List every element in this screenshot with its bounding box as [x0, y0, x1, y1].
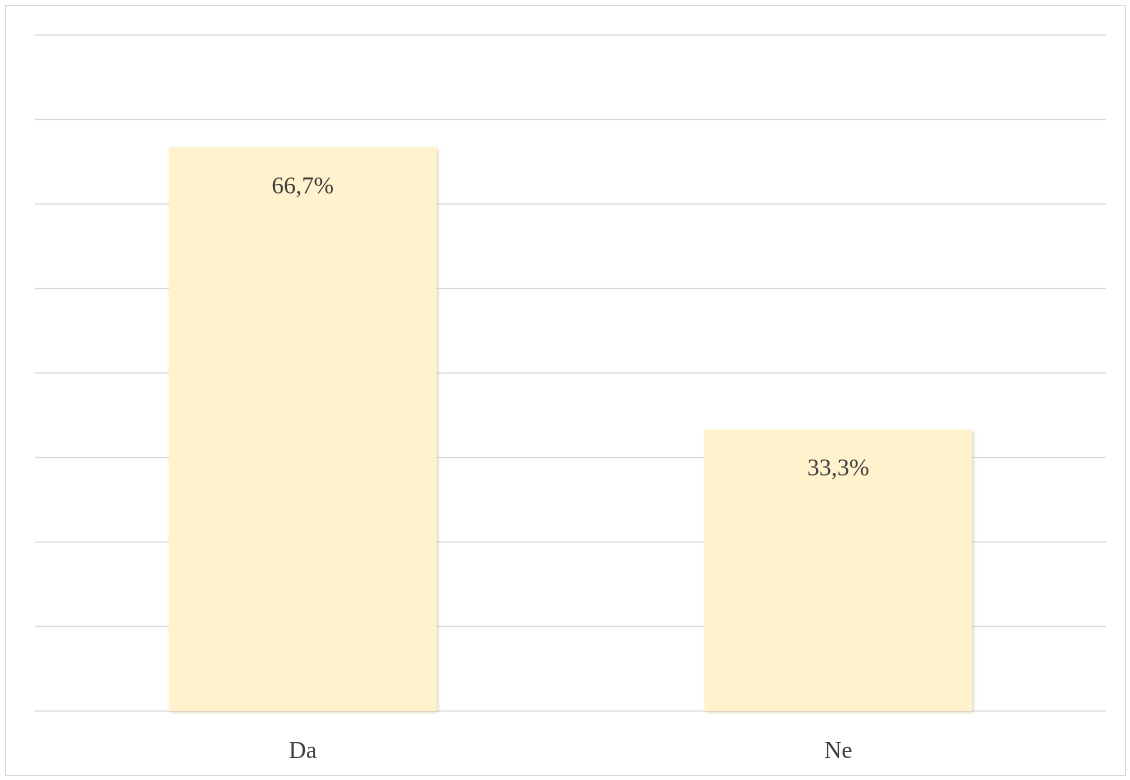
bar-ne [704, 429, 973, 711]
category-label-ne: Ne [824, 738, 852, 764]
data-label-da: 66,7% [272, 173, 334, 199]
bars [168, 147, 973, 711]
category-label-da: Da [289, 738, 317, 764]
x-axis: Da Ne [289, 738, 852, 764]
data-label-ne: 33,3% [807, 456, 869, 482]
data-labels: 66,7% 33,3% [272, 173, 870, 481]
bar-da [168, 147, 437, 711]
